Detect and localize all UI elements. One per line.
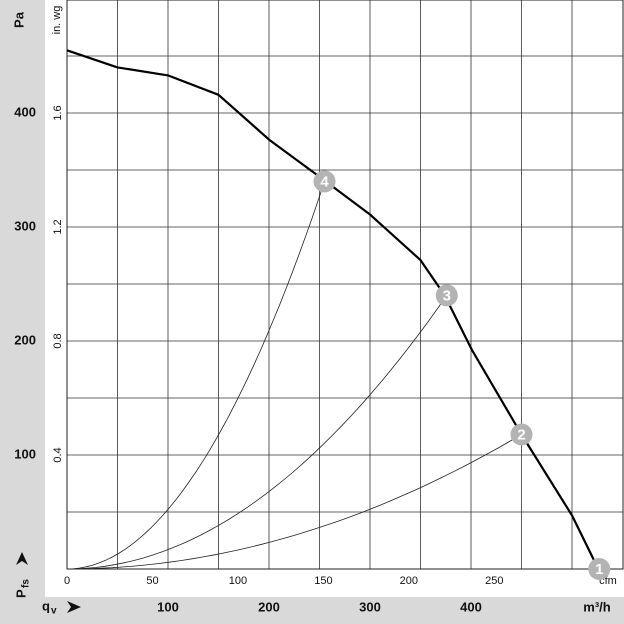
point-label: 3 — [443, 287, 451, 304]
operating-point — [435, 284, 458, 307]
x2-tick-label: 50 — [146, 575, 158, 587]
operating-point — [588, 558, 611, 580]
left-band — [0, 0, 45, 624]
up-arrow — [16, 552, 28, 565]
y-tick-label: 300 — [14, 218, 36, 233]
system-curve — [66, 181, 325, 570]
y2-tick-label: 1.6 — [52, 105, 64, 120]
x2-tick-label: 150 — [314, 575, 332, 587]
flow-letter: q — [42, 598, 50, 613]
point-label: 2 — [517, 426, 525, 443]
bottom-band — [0, 597, 624, 624]
flow-sub: v — [51, 606, 57, 617]
plot-frame — [66, 0, 624, 570]
x-tick-label: 300 — [359, 599, 381, 614]
point-label: 4 — [320, 173, 329, 190]
x2-tick-label: 100 — [229, 575, 247, 587]
fan-curve — [66, 49, 600, 570]
point-label: 1 — [595, 561, 603, 578]
operating-point — [313, 170, 336, 193]
x-label: m³/h — [583, 599, 611, 614]
x2-tick-label: 200 — [400, 575, 418, 587]
pressure-sub: fs — [21, 579, 32, 588]
y-tick-label: 100 — [14, 446, 36, 461]
y2-tick-label: 0.8 — [52, 333, 64, 348]
x-tick-label: 400 — [460, 599, 482, 614]
system-curve — [66, 295, 448, 570]
x-tick-label: 100 — [157, 599, 179, 614]
operating-point — [510, 423, 533, 446]
pressure-letter: P — [13, 589, 28, 598]
grid — [67, 0, 623, 569]
pressure-symbol: P fs — [13, 579, 31, 598]
y2-tick-label: 1.2 — [52, 219, 64, 234]
system-curve — [66, 434, 522, 570]
y2-label: in. wg — [51, 6, 63, 35]
x-tick-label: 200 — [258, 599, 280, 614]
y-tick-label: 400 — [14, 104, 36, 119]
y2-tick-label: 0.4 — [52, 447, 64, 462]
x2-tick-label: 250 — [485, 575, 503, 587]
y-label: Pa — [11, 11, 26, 28]
y-tick-label: 200 — [14, 332, 36, 347]
x2-tick-label: 0 — [64, 575, 70, 587]
right-arrow — [67, 601, 81, 613]
